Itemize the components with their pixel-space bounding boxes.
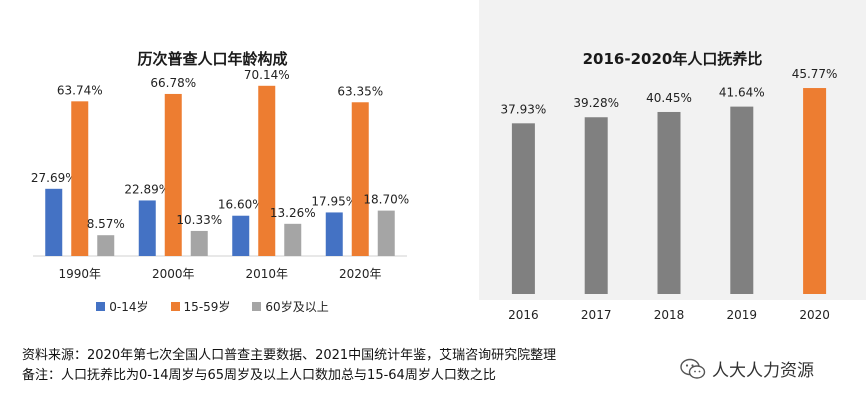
data-label: 70.14% — [244, 68, 290, 82]
legend-item-60-plus: 60岁及以上 — [252, 298, 329, 315]
x-tick-label: 1990年 — [58, 267, 101, 281]
data-label: 40.45% — [646, 91, 692, 105]
legend: 0-14岁 15-59岁 60岁及以上 — [0, 298, 425, 315]
bar — [138, 200, 156, 256]
data-label: 63.35% — [337, 84, 383, 98]
age-structure-plot: 27.69% 63.74% 8.57% 1990年 22.89% 66.78% 10.33%… — [31, 68, 409, 281]
bar — [351, 102, 369, 257]
bar — [164, 93, 182, 256]
bar — [377, 210, 395, 256]
bar — [730, 106, 754, 295]
age-structure-chart: 历次普查人口年龄构成 27.69% 63.74% 8.57% 1990年 22.89% 6… — [0, 0, 425, 330]
data-label: 13.26% — [270, 206, 316, 220]
bar — [45, 188, 63, 256]
chart-title: 2016-2020年人口抚养比 — [582, 50, 763, 68]
legend-item-15-59: 15-59岁 — [170, 298, 231, 315]
remark-note: 备注：人口抚养比为0-14周岁与65周岁及以上人口数加总与15-64周岁人口数之… — [22, 368, 496, 383]
x-tick-label: 2016 — [508, 308, 539, 322]
dependency-ratio-plot: 37.93% 39.28% 40.45% 41.64% 45.77% — [501, 67, 838, 295]
data-label: 22.89% — [124, 182, 170, 196]
data-label: 18.70% — [363, 193, 409, 207]
bar — [511, 123, 535, 294]
bar — [284, 223, 302, 256]
bar — [325, 212, 343, 256]
legend-label: 0-14岁 — [109, 300, 149, 314]
x-tick-label: 2010年 — [245, 267, 288, 281]
data-label: 41.64% — [719, 86, 765, 100]
x-tick-label: 2017 — [581, 308, 612, 322]
wechat-icon — [680, 358, 706, 379]
x-tick-label: 2020 — [799, 308, 830, 322]
source-note: 资料来源：2020年第七次全国人口普查主要数据、2021中国统计年鉴，艾瑞咨询研… — [22, 348, 557, 363]
data-label: 10.33% — [176, 213, 222, 227]
watermark: 人大人力资源 — [680, 356, 814, 381]
legend-swatch — [170, 302, 180, 311]
data-label: 8.57% — [87, 217, 125, 231]
legend-item-0-14: 0-14岁 — [96, 298, 149, 315]
bar — [258, 85, 276, 256]
x-tick-label: 2019 — [727, 308, 758, 322]
data-label: 63.74% — [57, 83, 103, 97]
legend-label: 60岁及以上 — [265, 300, 329, 314]
data-label: 17.95% — [311, 194, 357, 208]
chart-title: 历次普查人口年龄构成 — [137, 50, 288, 68]
data-label: 27.69% — [31, 171, 77, 185]
data-label: 45.77% — [792, 67, 838, 81]
legend-swatch — [96, 302, 106, 311]
bar — [584, 117, 608, 295]
bar — [232, 215, 250, 256]
data-label: 39.28% — [573, 96, 619, 110]
data-label: 16.60% — [218, 198, 264, 212]
x-axis-labels: 2016 2017 2018 2019 2020 — [508, 308, 830, 322]
watermark-text: 人大人力资源 — [712, 361, 814, 381]
bar — [71, 101, 89, 256]
x-tick-label: 2020年 — [339, 267, 382, 281]
data-label: 66.78% — [150, 76, 196, 90]
x-tick-label: 2000年 — [152, 267, 195, 281]
bar — [657, 111, 681, 294]
legend-label: 15-59岁 — [183, 300, 231, 314]
data-label: 37.93% — [501, 102, 547, 116]
bar — [803, 88, 827, 294]
bar — [190, 230, 208, 256]
legend-swatch — [252, 302, 262, 311]
x-tick-label: 2018 — [654, 308, 685, 322]
dependency-ratio-chart: 2016-2020年人口抚养比 37.93% 39.28% 40.45% 41.64%… — [479, 0, 866, 300]
bar — [97, 235, 115, 256]
